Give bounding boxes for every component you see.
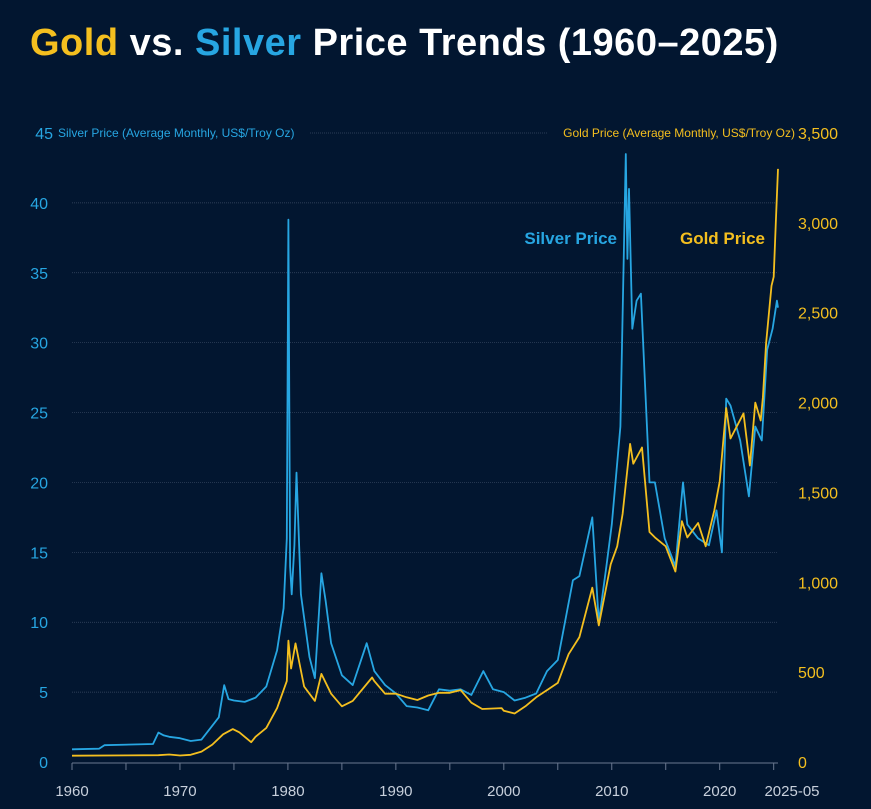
x-tick-label: 2025-05 bbox=[764, 783, 819, 800]
y-right-tick-label: 1,500 bbox=[798, 485, 838, 502]
title-vs: vs. bbox=[118, 22, 195, 64]
y-right-tick-label: 2,000 bbox=[798, 396, 838, 413]
chart-title: Gold vs. Silver Price Trends (1960–2025) bbox=[30, 22, 779, 65]
y-left-tick-label: 0 bbox=[39, 755, 48, 772]
x-tick-label: 2010 bbox=[595, 783, 628, 800]
grid bbox=[72, 132, 778, 693]
title-gold: Gold bbox=[30, 22, 119, 64]
y-left-axis-label: Silver Price (Average Monthly, US$/Troy … bbox=[58, 126, 295, 140]
x-tick-label: 1960 bbox=[55, 783, 88, 800]
y-left-tick-label: 5 bbox=[39, 685, 48, 702]
y-right-tick-label: 3,500 bbox=[798, 126, 838, 143]
x-tick-label: 2020 bbox=[703, 783, 736, 800]
y-right-tick-label: 3,000 bbox=[798, 216, 838, 233]
y-left-tick-label: 30 bbox=[30, 336, 48, 353]
y-right-axis-label: Gold Price (Average Monthly, US$/Troy Oz… bbox=[563, 126, 795, 140]
gold-price-line bbox=[71, 168, 779, 757]
y-left-tick-label: 10 bbox=[30, 615, 48, 632]
y-left-tick-label: 40 bbox=[30, 196, 48, 213]
x-tick-label: 1990 bbox=[379, 783, 412, 800]
y-left-tick-label: 15 bbox=[30, 545, 48, 562]
axes: 0 5 10 15 20 25 30 35 40 45 0 500 1,000 1,500 2,000 2,5… bbox=[30, 126, 838, 800]
x-tick-label: 1980 bbox=[271, 783, 304, 800]
title-rest: Price Trends (1960–2025) bbox=[301, 22, 779, 64]
y-right-tick-label: 500 bbox=[798, 665, 825, 682]
gold-annotation: Gold Price bbox=[680, 229, 765, 248]
y-left-tick-label: 45 bbox=[35, 126, 53, 143]
y-left-tick-label: 25 bbox=[30, 406, 48, 423]
silver-annotation: Silver Price bbox=[524, 229, 617, 248]
x-tick-label: 1970 bbox=[163, 783, 196, 800]
title-silver: Silver bbox=[195, 22, 302, 64]
silver-price-line bbox=[71, 153, 779, 751]
y-right-tick-label: 0 bbox=[798, 755, 807, 772]
series-lines bbox=[71, 153, 779, 757]
y-right-tick-label: 1,000 bbox=[798, 575, 838, 592]
y-left-tick-label: 20 bbox=[30, 475, 48, 492]
x-tick-label: 2000 bbox=[487, 783, 520, 800]
y-right-tick-label: 2,500 bbox=[798, 306, 838, 323]
y-left-tick-label: 35 bbox=[30, 266, 48, 283]
